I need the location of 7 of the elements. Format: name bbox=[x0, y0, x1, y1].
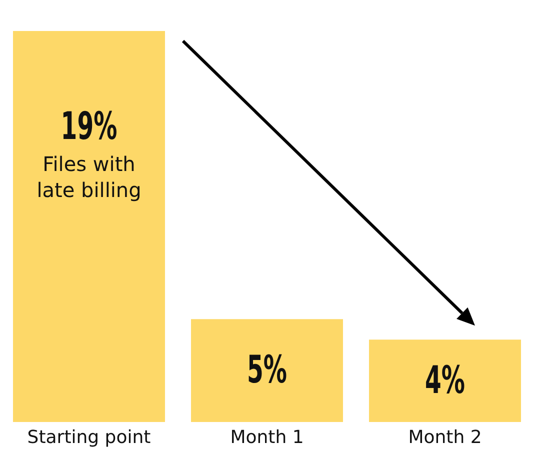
annotation: Files with late billing bbox=[36, 152, 142, 202]
data-label: 4% bbox=[425, 359, 465, 402]
x-tick-label: Month 1 bbox=[230, 426, 304, 448]
data-label: 19% bbox=[60, 105, 118, 149]
x-tick-label: Month 2 bbox=[408, 426, 482, 448]
data-label: 5% bbox=[247, 348, 287, 392]
x-tick-label: Starting point bbox=[27, 426, 151, 448]
